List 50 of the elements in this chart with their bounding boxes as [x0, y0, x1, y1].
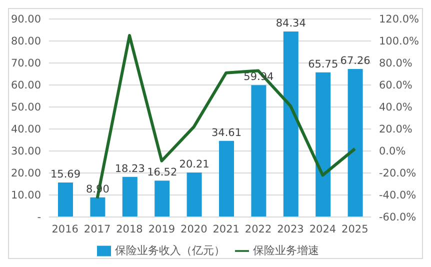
y-tick-label: 90.00: [10, 14, 41, 26]
y2-tick-label: -20.0%: [379, 168, 416, 180]
y-tick-label: 80.00: [10, 36, 41, 48]
y2-tick-label: 120.0%: [379, 14, 420, 26]
y2-tick-label: 0.0%: [379, 146, 406, 158]
x-tick-label: 2018: [116, 223, 143, 236]
y2-tick-label: 40.0%: [379, 102, 412, 114]
x-tick-label: 2021: [212, 223, 240, 236]
bar: [219, 140, 234, 217]
x-tick-label: 2022: [244, 223, 272, 236]
data-label: 15.69: [50, 168, 81, 180]
x-tick-label: 2017: [84, 223, 111, 236]
y-tick-label: 40.00: [10, 124, 41, 136]
y-tick-label: -: [37, 212, 42, 224]
y-tick-label: 70.00: [10, 58, 41, 70]
bar: [58, 182, 73, 217]
bar: [186, 172, 202, 217]
y-tick-label: 50.00: [10, 102, 41, 114]
bar: [154, 180, 170, 217]
y-tick-label: 10.00: [10, 190, 41, 202]
y2-tick-label: -60.0%: [379, 212, 416, 224]
y-tick-label: 30.00: [10, 146, 41, 158]
bar: [251, 85, 266, 217]
x-tick-label: 2023: [277, 223, 304, 236]
data-label: 65.75: [308, 58, 338, 70]
x-tick-label: 2020: [180, 223, 208, 236]
legend-label: 保险业务收入（亿元）: [115, 244, 225, 257]
bar: [316, 72, 331, 217]
y2-tick-label: 60.0%: [379, 80, 412, 92]
legend-label: 保险业务增速: [253, 244, 319, 257]
data-label: 20.21: [179, 158, 210, 171]
bar: [348, 69, 363, 217]
data-label: 84.34: [276, 17, 306, 30]
data-label: 34.61: [211, 126, 242, 139]
y2-tick-label: 80.0%: [379, 58, 412, 70]
data-label: 18.23: [114, 162, 145, 175]
y2-tick-label: 100.0%: [379, 36, 420, 48]
x-tick-label: 2025: [342, 223, 368, 236]
bar: [90, 197, 106, 217]
bar: [122, 176, 138, 217]
y2-tick-label: 20.0%: [379, 124, 412, 136]
y2-tick-label: -40.0%: [379, 190, 416, 202]
x-tick-label: 2024: [309, 223, 336, 236]
x-tick-label: 2019: [148, 223, 176, 236]
bar: [283, 31, 298, 217]
y-tick-label: 60.00: [10, 80, 41, 92]
data-label: 16.52: [147, 166, 178, 179]
x-tick-label: 2016: [52, 223, 79, 236]
y-tick-label: 20.00: [10, 168, 41, 180]
data-label: 67.26: [340, 55, 371, 68]
